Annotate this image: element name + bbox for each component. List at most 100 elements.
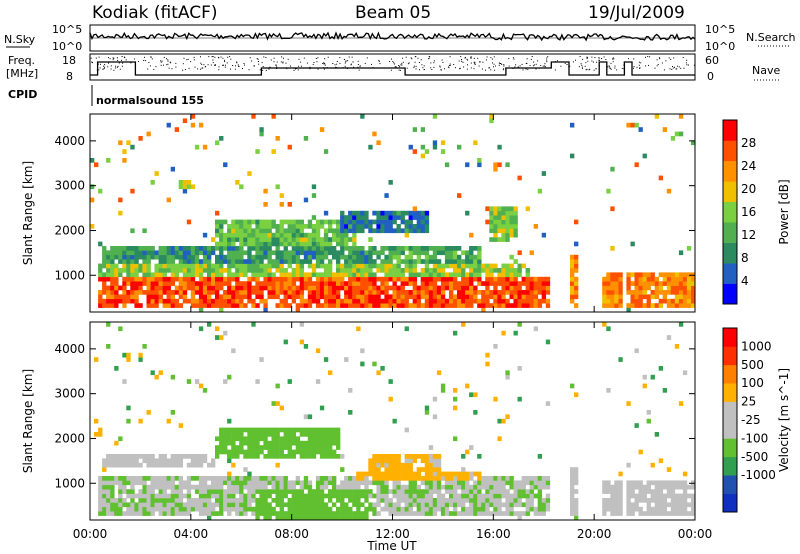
heatmap-cell bbox=[283, 493, 288, 499]
heatmap-cell bbox=[291, 502, 297, 508]
heatmap-cell bbox=[110, 303, 115, 308]
heatmap-cell bbox=[436, 250, 442, 256]
heatmap-cell bbox=[682, 276, 688, 282]
heatmap-cell bbox=[469, 489, 474, 494]
heatmap-cell bbox=[315, 506, 321, 512]
heatmap-cell bbox=[138, 254, 143, 260]
heatmap-cell bbox=[360, 254, 365, 260]
heatmap-cell bbox=[198, 268, 204, 273]
nave-point bbox=[670, 58, 672, 60]
heatmap-cell bbox=[315, 440, 321, 446]
heatmap-cell bbox=[541, 480, 547, 486]
heatmap-cell bbox=[493, 263, 498, 269]
heatmap-cell bbox=[251, 303, 256, 308]
heatmap-cell bbox=[259, 268, 264, 273]
heatmap-cell bbox=[626, 122, 631, 128]
heatmap-cell bbox=[291, 272, 297, 278]
heatmap-cell bbox=[303, 241, 309, 247]
heatmap-cell bbox=[469, 254, 474, 260]
heatmap-cell bbox=[291, 432, 297, 437]
heatmap-cell bbox=[323, 228, 329, 234]
heatmap-cell bbox=[453, 246, 458, 251]
heatmap-cell bbox=[360, 272, 365, 278]
heatmap-cell bbox=[122, 268, 127, 273]
heatmap-cell bbox=[424, 484, 430, 490]
heatmap-cell bbox=[182, 276, 188, 282]
heatmap-cell bbox=[146, 506, 151, 512]
heatmap-cell bbox=[485, 276, 490, 282]
colorbar-segment bbox=[723, 160, 737, 182]
heatmap-cell bbox=[130, 298, 135, 304]
heatmap-cell bbox=[493, 215, 498, 220]
heatmap-cell bbox=[412, 498, 418, 503]
heatmap-cell bbox=[428, 498, 434, 503]
nave-point bbox=[569, 65, 571, 67]
heatmap-cell bbox=[251, 484, 256, 490]
heatmap-cell bbox=[319, 515, 325, 521]
nave-point bbox=[493, 63, 495, 65]
heatmap-cell bbox=[106, 268, 111, 273]
nave-point bbox=[208, 56, 210, 58]
heatmap-cell bbox=[396, 246, 401, 251]
heatmap-cell bbox=[311, 237, 317, 242]
heatmap-cell bbox=[457, 294, 462, 300]
heatmap-cell bbox=[453, 330, 458, 336]
heatmap-cell bbox=[178, 281, 184, 286]
heatmap-cell bbox=[654, 498, 660, 503]
heatmap-cell bbox=[352, 294, 357, 300]
heatmap-cell bbox=[686, 290, 692, 295]
heatmap-cell bbox=[166, 493, 171, 499]
heatmap-cell bbox=[400, 294, 405, 300]
heatmap-cell bbox=[239, 511, 244, 516]
heatmap-cell bbox=[146, 285, 151, 291]
heatmap-cell bbox=[574, 268, 579, 273]
heatmap-cell bbox=[662, 290, 668, 295]
heatmap-cell bbox=[404, 219, 409, 225]
heatmap-cell bbox=[352, 250, 357, 256]
heatmap-cell bbox=[481, 307, 486, 313]
heatmap-cell bbox=[336, 250, 341, 256]
heatmap-cell bbox=[453, 436, 458, 442]
heatmap-cell bbox=[485, 281, 490, 286]
heatmap-cell bbox=[174, 493, 180, 499]
heatmap-cell bbox=[630, 484, 635, 490]
beam-title: Beam 05 bbox=[355, 3, 431, 23]
heatmap-cell bbox=[396, 210, 401, 216]
heatmap-cell bbox=[513, 502, 518, 508]
heatmap-cell bbox=[126, 281, 131, 286]
heatmap-cell bbox=[231, 259, 236, 264]
heatmap-cell bbox=[449, 281, 454, 286]
heatmap-cell bbox=[307, 232, 313, 238]
heatmap-cell bbox=[380, 228, 385, 234]
heatmap-cell bbox=[465, 210, 470, 216]
heatmap-cell bbox=[138, 357, 143, 362]
heatmap-cell bbox=[299, 285, 305, 291]
heatmap-cell bbox=[662, 498, 668, 503]
heatmap-cell bbox=[449, 471, 454, 477]
y-tick-label: 3000 bbox=[54, 387, 85, 401]
heatmap-cell bbox=[231, 232, 236, 238]
heatmap-cell bbox=[174, 454, 180, 459]
heatmap-cell bbox=[303, 440, 309, 446]
heatmap-cell bbox=[251, 445, 256, 450]
heatmap-cell bbox=[130, 259, 135, 264]
heatmap-cell bbox=[436, 458, 442, 464]
heatmap-cell bbox=[247, 440, 252, 446]
heatmap-cell bbox=[678, 480, 684, 486]
heatmap-cell bbox=[376, 489, 381, 494]
heatmap-cell bbox=[102, 467, 107, 472]
heatmap-cell bbox=[251, 476, 256, 481]
heatmap-cell bbox=[190, 272, 196, 278]
heatmap-cell bbox=[150, 506, 155, 512]
heatmap-cell bbox=[396, 290, 401, 295]
heatmap-cell bbox=[235, 237, 240, 242]
heatmap-cell bbox=[126, 259, 131, 264]
nave-point bbox=[394, 63, 396, 65]
nave-point bbox=[309, 68, 311, 70]
heatmap-cell bbox=[610, 303, 615, 308]
heatmap-cell bbox=[642, 484, 647, 490]
heatmap-cell bbox=[150, 498, 155, 503]
heatmap-cell bbox=[344, 219, 349, 225]
heatmap-cell bbox=[372, 458, 377, 464]
heatmap-cell bbox=[202, 303, 208, 308]
